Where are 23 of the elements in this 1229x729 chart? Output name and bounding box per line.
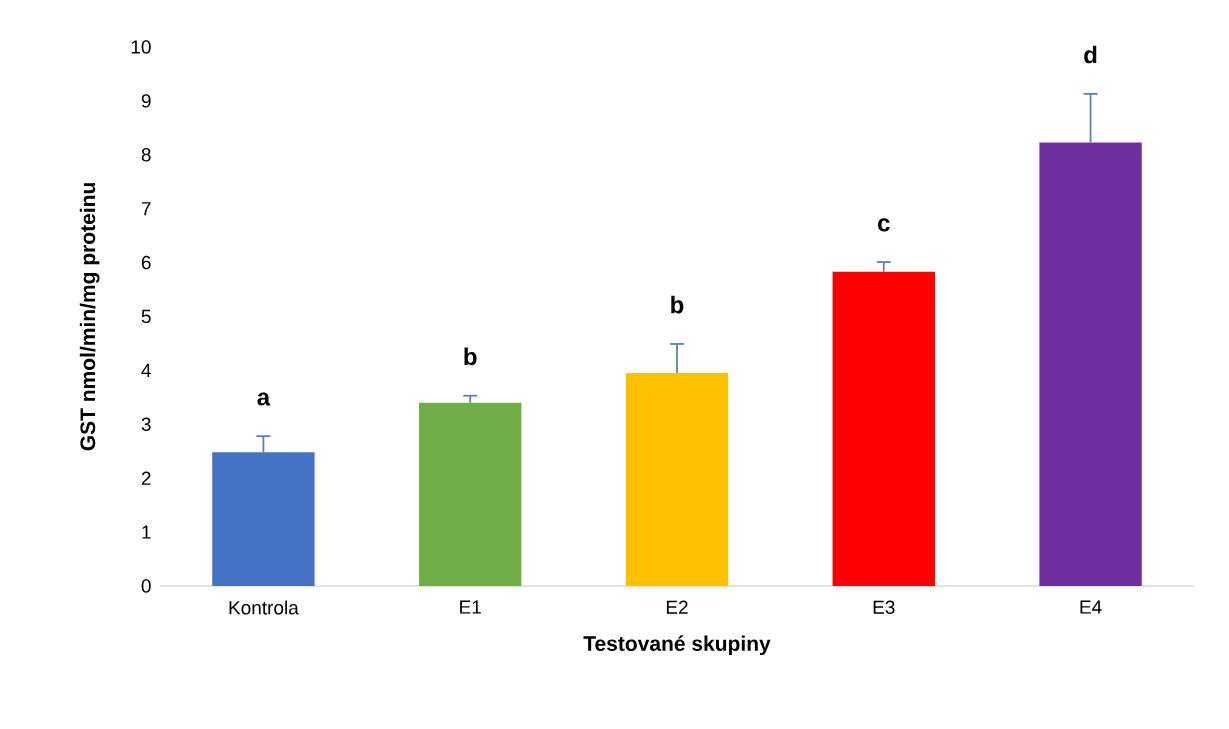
y-tick-label: 2 — [141, 471, 151, 485]
x-tick-label: E1 — [460, 600, 481, 614]
y-tick-label: 7 — [141, 202, 151, 216]
x-tick-label: E2 — [666, 600, 688, 614]
y-tick-label: 3 — [141, 417, 151, 432]
annotation: d — [1084, 45, 1097, 64]
y-tick-label: 4 — [141, 363, 151, 377]
y-tick-label: 8 — [141, 148, 151, 162]
y-axis-title: GST nmol/min/mg proteinu — [79, 183, 100, 451]
y-tick-label: 9 — [141, 94, 151, 108]
annotation: b — [671, 295, 684, 314]
x-axis-title: Testované skupiny — [583, 635, 771, 656]
y-tick-label: 1 — [142, 525, 151, 539]
y-tick-label: 5 — [141, 309, 151, 324]
x-tick-label: E3 — [873, 600, 895, 614]
y-tick-label: 10 — [131, 40, 151, 54]
y-tick-label: 6 — [141, 255, 151, 270]
x-tick-label: Kontrola — [229, 600, 299, 615]
annotation: a — [257, 392, 271, 406]
y-tick-label: 0 — [141, 579, 151, 593]
annotation: b — [464, 347, 477, 366]
x-tick-label: E4 — [1080, 600, 1102, 614]
annotation: c — [878, 218, 890, 232]
